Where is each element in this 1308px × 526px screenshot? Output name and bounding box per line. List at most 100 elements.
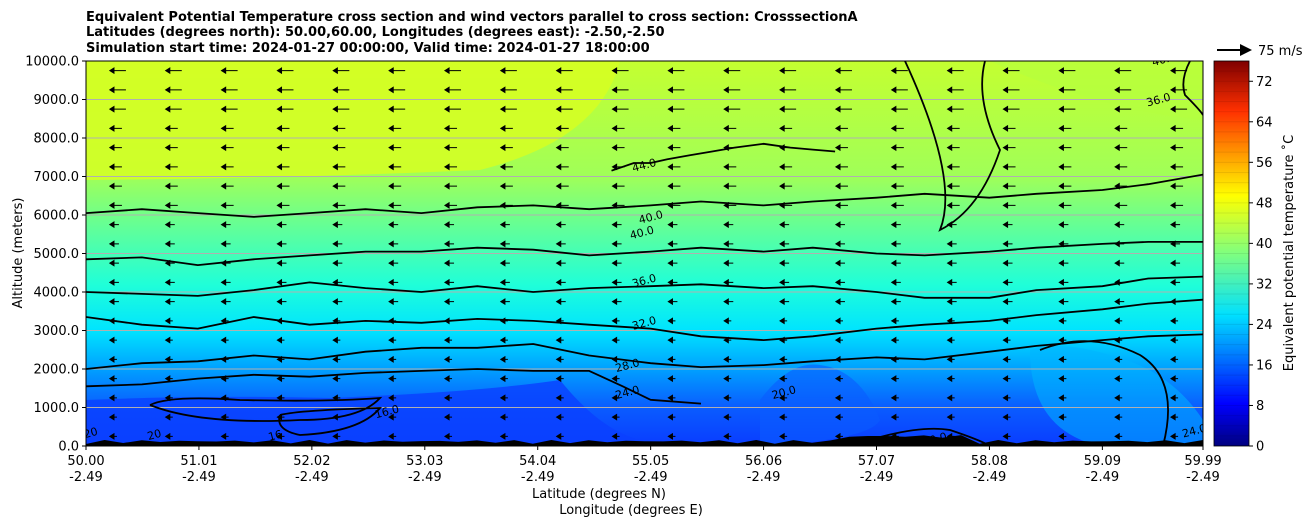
wind-vector: [611, 86, 629, 94]
wind-vector: [946, 413, 955, 421]
contour-fragment-4: [869, 427, 991, 446]
wind-vector: [1058, 201, 1072, 209]
wind-vector: [220, 278, 231, 286]
wind-vector: [1114, 86, 1132, 94]
wind-vector: [779, 86, 797, 94]
wind-vector: [499, 259, 510, 267]
wind-vector: [1058, 182, 1072, 190]
wind-vector: [1058, 124, 1072, 132]
wind-vector: [834, 124, 848, 132]
wind-vector: [332, 355, 341, 363]
wind-vector: [108, 67, 126, 75]
wind-vector: [276, 432, 285, 440]
wind-vector: [332, 375, 341, 383]
wind-vector: [220, 163, 234, 171]
wind-vector: [164, 278, 175, 286]
colorbar-tick-label: 24: [1256, 318, 1273, 333]
wind-vector: [276, 240, 287, 248]
wind-vector: [946, 144, 960, 152]
wind-vector: [1170, 394, 1179, 402]
chart-title-line-3: Simulation start time: 2024-01-27 00:00:…: [86, 41, 650, 56]
contour-fragment-2: [904, 61, 1001, 232]
contour-label: 36.0: [631, 271, 658, 290]
wind-vector: [946, 163, 960, 171]
wind-vector: [723, 336, 732, 344]
contour-label: 24.0: [614, 383, 641, 402]
wind-vector: [1114, 298, 1125, 306]
wind-vector: [332, 298, 343, 306]
wind-vector: [164, 182, 178, 190]
wind-vector: [723, 432, 732, 440]
wind-vector: [164, 144, 178, 152]
contour-label: 20: [82, 425, 99, 441]
wind-vector: [1058, 336, 1067, 344]
colorbar-tick-label: 48: [1256, 196, 1273, 211]
wind-vector: [1058, 278, 1069, 286]
x-tick-label-lat: 55.05: [632, 454, 669, 469]
x-tick-label-lon: -2.49: [408, 470, 442, 485]
wind-vector: [276, 124, 290, 132]
wind-vector: [443, 298, 455, 306]
wind-vector: [890, 105, 908, 113]
wind-vector: [276, 144, 290, 152]
wind-vector: [834, 278, 845, 286]
wind-vector: [220, 86, 238, 94]
wind-vector: [332, 67, 350, 75]
colorbar-tick-label: 8: [1256, 399, 1264, 414]
contour-label: 32.0: [631, 314, 658, 333]
wind-vector: [779, 240, 790, 248]
contour-fragment-5: [1039, 340, 1169, 446]
wind-vector: [108, 201, 122, 209]
wind-vector: [555, 86, 573, 94]
wind-vector: [946, 259, 957, 267]
wind-vector: [332, 240, 343, 248]
wind-vector: [667, 355, 676, 363]
wind-vector: [1170, 336, 1179, 344]
wind-vector: [388, 86, 406, 94]
wind-vector: [555, 355, 564, 363]
wind-vector: [1170, 259, 1181, 267]
contour-label: 40.0: [1151, 50, 1178, 69]
wind-vector: [276, 259, 287, 267]
wind-vector: [611, 375, 620, 383]
wind-vector: [723, 163, 737, 171]
plot-area: 44.040.040.036.032.028.024.0 20.016.01620…: [82, 50, 1203, 449]
wind-vector: [555, 182, 569, 190]
x-tick-label-lon: -2.49: [973, 470, 1007, 485]
wind-vector: [1170, 317, 1179, 325]
wind-vector: [1058, 355, 1067, 363]
wind-vector: [1002, 144, 1016, 152]
y-axis-label: Altitude (meters): [11, 198, 26, 309]
wind-vector: [443, 201, 458, 209]
wind-vector: [1058, 105, 1076, 113]
wind-vector: [946, 105, 964, 113]
wind-vector: [443, 67, 462, 75]
y-axis: 0.0 1000.0 2000.0 3000.0 4000.0 5000.0 6000.0 7…: [25, 55, 86, 455]
wind-vector: [611, 259, 622, 267]
wind-vector: [555, 394, 564, 402]
x-tick-label-lon: -2.49: [521, 470, 555, 485]
wind-vector: [499, 375, 508, 383]
wind-vector: [723, 394, 732, 402]
x-axis: 50.00-2.4951.01-2.4952.02-2.4953.03-2.49…: [67, 446, 1222, 485]
wind-vector: [667, 278, 678, 286]
colorbar-ticks: 0 8 16 24 32 40 48 56 64 72: [1249, 75, 1273, 455]
wind-vector: [611, 298, 622, 306]
wind-vector: [276, 278, 287, 286]
contour-line-6: [86, 368, 702, 405]
wind-vector: [164, 355, 173, 363]
contour-label: 20.0: [921, 430, 948, 449]
wind-vector: [779, 375, 788, 383]
wind-vector: [834, 394, 843, 402]
y-tick-label: 9000.0: [34, 93, 80, 108]
wind-vector: [667, 375, 676, 383]
wind-vector: [499, 240, 510, 248]
wind-vector: [779, 124, 793, 132]
wind-vector: [834, 201, 848, 209]
wind-vector: [1114, 375, 1123, 383]
wind-vector: [276, 182, 290, 190]
wind-vector: [499, 86, 517, 94]
wind-vectors: [108, 67, 1188, 440]
wind-vector: [890, 86, 908, 94]
